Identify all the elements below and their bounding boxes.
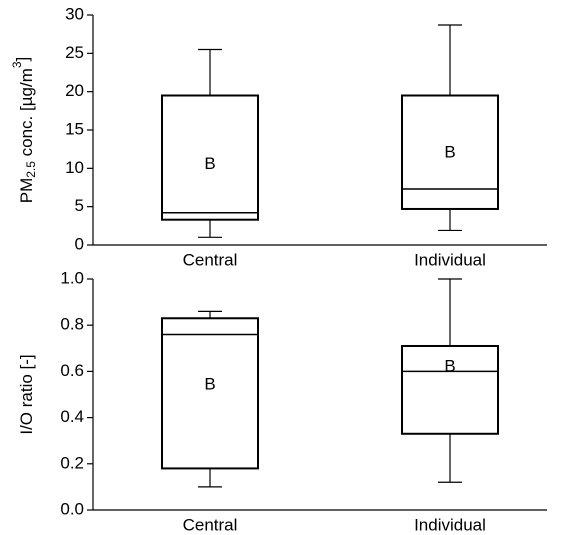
- y-label-part: conc. [µg/m: [17, 68, 36, 161]
- y-tick-label: 0.0: [60, 499, 84, 518]
- y-tick-label: 0.6: [60, 361, 84, 380]
- y-tick-label: 1.0: [60, 268, 84, 287]
- annotation: B: [444, 142, 455, 161]
- y-tick-label: 10: [65, 158, 84, 177]
- annotation: B: [204, 154, 215, 173]
- y-tick-label: 0: [75, 234, 84, 253]
- y-label-part: I/O ratio [-]: [17, 354, 36, 434]
- y-label-part: PM: [17, 178, 36, 204]
- y-axis-label: I/O ratio [-]: [17, 354, 36, 434]
- x-tick-label: Central: [183, 250, 238, 269]
- y-tick-label: 0.2: [60, 453, 84, 472]
- y-label-part: ]: [13, 57, 32, 62]
- y-tick-label: 5: [75, 196, 84, 215]
- annotation: B: [444, 356, 455, 375]
- annotation: B: [204, 375, 215, 394]
- y-tick-label: 15: [65, 119, 84, 138]
- box: [161, 94, 259, 221]
- box: [401, 344, 499, 435]
- y-tick-label: 20: [65, 81, 84, 100]
- y-tick-label: 0.8: [60, 315, 84, 334]
- x-tick-label: Individual: [414, 515, 486, 534]
- box: [401, 94, 499, 210]
- y-tick-label: 25: [65, 43, 84, 62]
- box: [161, 317, 259, 470]
- x-tick-label: Central: [183, 515, 238, 534]
- y-tick-label: 0.4: [60, 407, 84, 426]
- y-label-part: 3: [10, 61, 24, 68]
- y-axis-label: PM2.5 conc. [µg/m3]: [10, 57, 38, 204]
- y-label-part: 2.5: [24, 161, 38, 178]
- y-tick-label: 30: [65, 4, 84, 23]
- x-tick-label: Individual: [414, 250, 486, 269]
